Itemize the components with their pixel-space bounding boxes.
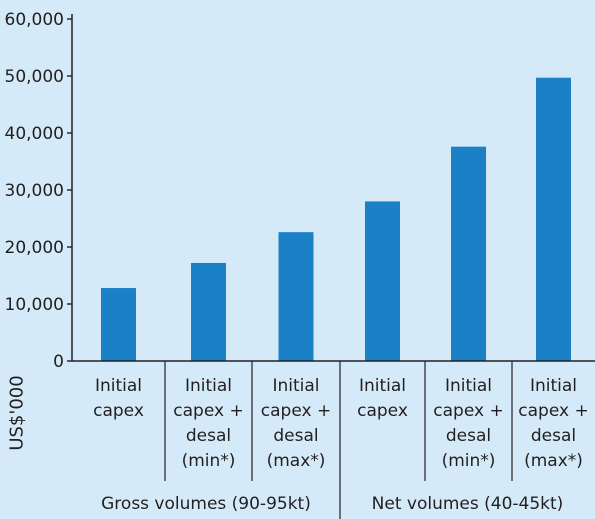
group-label: Net volumes (40-45kt) [372, 494, 564, 514]
y-ticks-group: 0 10,000 20,000 30,000 40,000 50,000 60,000 [5, 10, 72, 372]
category-label-line: capex [357, 401, 408, 421]
category-label-line: desal [446, 426, 491, 446]
category-label-line: capex [93, 401, 144, 421]
y-axis-label: US$'000 [6, 375, 27, 450]
group-labels-group: Gross volumes (90-95kt) Net volumes (40-4… [101, 494, 563, 514]
category-label-line: (min*) [442, 451, 496, 471]
bar-2 [191, 262, 226, 361]
category-label-line: desal [186, 426, 231, 446]
y-tick-label: 0 [53, 352, 64, 372]
axes-group [71, 14, 595, 362]
category-label-line: Initial [272, 376, 319, 396]
category-label-line: (max*) [267, 451, 326, 471]
bar-5 [451, 146, 486, 361]
category-label-line: Initial [95, 376, 142, 396]
y-tick-label: 30,000 [5, 181, 64, 201]
y-tick-label: 60,000 [5, 10, 64, 30]
category-label-line: desal [273, 426, 318, 446]
category-label-line: capex + [433, 401, 503, 421]
group-label: Gross volumes (90-95kt) [101, 494, 311, 514]
category-label-line: capex + [261, 401, 331, 421]
category-label-line: Initial [445, 376, 492, 396]
category-label-line: Initial [530, 376, 577, 396]
category-label-line: (min*) [182, 451, 236, 471]
bars-group [101, 77, 571, 362]
y-tick-label: 20,000 [5, 238, 64, 258]
y-tick-label: 10,000 [5, 295, 64, 315]
bar-3 [278, 232, 314, 361]
category-label-line: desal [531, 426, 576, 446]
bar-4 [365, 201, 400, 361]
bar-6 [536, 77, 571, 362]
category-label-line: (max*) [524, 451, 583, 471]
y-tick-label: 40,000 [5, 124, 64, 144]
category-dividers-group [164, 361, 513, 519]
category-labels-group: Initial capex Initial capex + desal (min*) Ini… [93, 376, 589, 471]
category-label-line: capex + [518, 401, 588, 421]
category-label-line: capex + [173, 401, 243, 421]
category-label-line: Initial [185, 376, 232, 396]
category-label-line: Initial [359, 376, 406, 396]
y-tick-label: 50,000 [5, 67, 64, 87]
bar-1 [101, 288, 136, 361]
